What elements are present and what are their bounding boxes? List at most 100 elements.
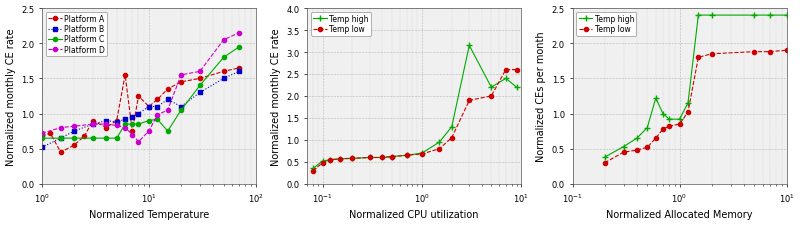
Temp high — [348, 157, 358, 160]
Temp low — [618, 151, 628, 154]
Temp low — [632, 149, 642, 152]
Temp low — [308, 170, 318, 172]
Platform C — [120, 123, 130, 126]
Temp low — [501, 69, 510, 72]
Temp high — [707, 15, 717, 17]
Legend: Temp high, Temp low: Temp high, Temp low — [311, 13, 371, 36]
Temp high — [402, 154, 411, 157]
Temp low — [750, 51, 759, 54]
X-axis label: Normalized Allocated Memory: Normalized Allocated Memory — [606, 209, 753, 219]
Platform B — [195, 92, 205, 94]
Temp low — [365, 156, 374, 159]
Temp low — [326, 159, 335, 161]
Temp high — [782, 15, 791, 17]
Platform D — [234, 32, 244, 35]
Platform B — [56, 137, 66, 140]
Platform B — [120, 118, 130, 121]
Line: Temp high: Temp high — [310, 43, 520, 172]
Platform D — [88, 123, 98, 126]
Temp high — [417, 152, 426, 155]
Platform A — [56, 151, 66, 154]
Platform A — [112, 120, 122, 122]
Platform C — [234, 46, 244, 49]
Temp low — [402, 154, 411, 157]
Platform B — [112, 121, 122, 124]
Platform D — [219, 39, 229, 42]
Temp high — [632, 137, 642, 140]
Platform D — [120, 127, 130, 129]
Temp low — [434, 148, 444, 150]
Temp low — [486, 95, 496, 98]
Temp high — [326, 159, 335, 161]
Platform C — [195, 85, 205, 87]
Temp high — [465, 45, 474, 47]
Platform D — [176, 74, 186, 77]
Platform D — [70, 125, 79, 128]
Temp high — [365, 156, 374, 159]
Platform B — [127, 116, 137, 119]
Temp low — [642, 146, 652, 149]
Platform D — [127, 134, 137, 136]
Line: Temp low: Temp low — [311, 68, 518, 173]
Platform A — [80, 135, 90, 138]
Temp high — [618, 146, 628, 148]
Temp low — [447, 137, 457, 139]
Temp low — [658, 128, 668, 131]
Temp high — [447, 126, 457, 128]
Temp low — [335, 158, 345, 160]
Platform A — [102, 127, 111, 129]
Platform D — [37, 132, 46, 135]
Temp high — [765, 15, 774, 17]
Temp high — [651, 97, 661, 100]
Platform B — [88, 123, 98, 126]
Platform C — [70, 137, 79, 140]
Line: Platform B: Platform B — [40, 70, 242, 150]
Y-axis label: Normalized CEs per month: Normalized CEs per month — [536, 32, 546, 162]
Platform D — [56, 127, 66, 129]
Line: Platform C: Platform C — [40, 45, 242, 141]
Temp high — [683, 102, 693, 105]
Temp high — [694, 15, 703, 17]
Temp low — [651, 137, 661, 140]
Platform D — [144, 130, 154, 133]
Temp low — [707, 53, 717, 56]
Temp low — [417, 153, 426, 156]
Platform B — [144, 106, 154, 108]
Platform A — [153, 99, 162, 101]
Temp high — [501, 78, 510, 80]
Temp low — [318, 162, 327, 164]
Platform D — [102, 123, 111, 126]
Platform B — [102, 120, 111, 122]
Platform B — [176, 106, 186, 108]
Temp low — [512, 69, 522, 72]
Platform A — [120, 74, 130, 77]
Temp high — [434, 141, 444, 144]
Platform A — [144, 106, 154, 108]
Temp low — [378, 156, 387, 159]
Platform A — [219, 71, 229, 73]
Platform A — [195, 78, 205, 80]
Platform A — [234, 67, 244, 70]
Legend: Temp high, Temp low: Temp high, Temp low — [576, 13, 637, 36]
Temp high — [308, 167, 318, 170]
Temp low — [765, 51, 774, 54]
Platform D — [195, 71, 205, 73]
Temp high — [512, 86, 522, 89]
Platform B — [37, 146, 46, 149]
Platform A — [134, 95, 143, 98]
Platform C — [153, 118, 162, 121]
Line: Temp low: Temp low — [602, 49, 789, 165]
Platform C — [56, 137, 66, 140]
Line: Platform D: Platform D — [40, 32, 242, 144]
Temp high — [318, 160, 327, 163]
Temp high — [486, 86, 496, 89]
Platform A — [37, 135, 46, 138]
Platform B — [234, 71, 244, 73]
Temp low — [664, 125, 674, 128]
X-axis label: Normalized Temperature: Normalized Temperature — [89, 209, 209, 219]
Platform C — [102, 137, 111, 140]
Platform D — [134, 141, 143, 143]
Temp high — [664, 118, 674, 121]
Platform B — [153, 106, 162, 108]
Temp low — [782, 50, 791, 52]
